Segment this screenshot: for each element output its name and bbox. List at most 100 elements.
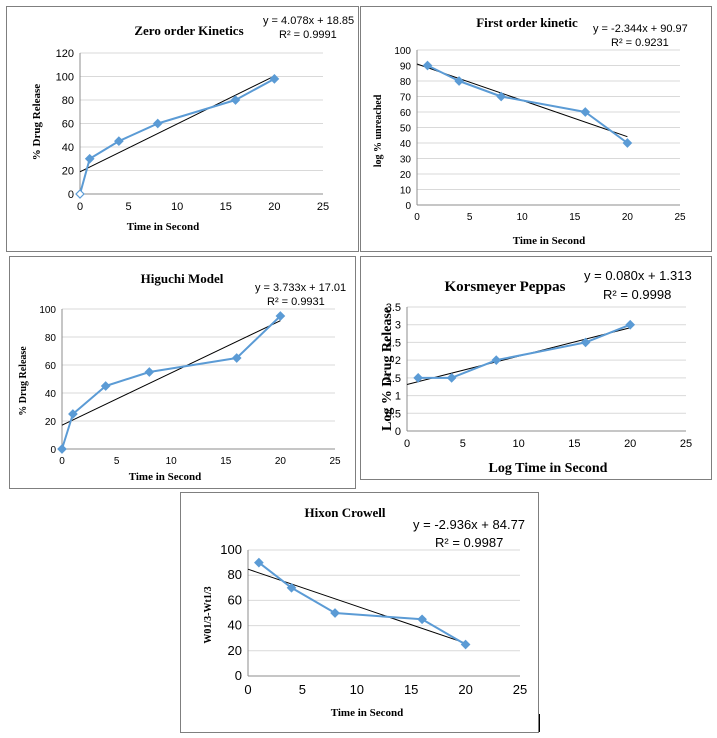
data-point (496, 91, 507, 102)
data-point (580, 107, 591, 117)
chart-title: Zero order Kinetics (134, 23, 243, 38)
x-tick-label: 15 (404, 682, 418, 697)
series-line (61, 315, 282, 450)
x-axis-label: Log Time in Second (489, 461, 608, 476)
chart-title: Korsmeyer Peppas (445, 279, 566, 295)
y-tick-label: 30 (400, 155, 412, 166)
zero-order-chart: Zero order Kinetics y = 4.078x + 18.85 R… (31, 15, 354, 233)
chart-title: Higuchi Model (141, 271, 224, 286)
x-axis-label: Time in Second (513, 235, 586, 247)
chart-title: Hixon Crowell (304, 505, 385, 520)
y-tick-label: 100 (220, 542, 242, 557)
x-tick-label: 15 (569, 212, 581, 223)
y-tick-label: 1.5 (386, 373, 401, 385)
y-tick-label: 60 (62, 119, 74, 131)
x-tick-label: 10 (171, 201, 183, 213)
trend-equation: y = -2.344x + 90.97 (593, 23, 688, 35)
x-axis-label: Time in Second (331, 707, 404, 719)
data-point (68, 409, 78, 419)
trend-r2: R² = 0.9998 (603, 287, 671, 302)
y-tick-label: 120 (56, 48, 74, 60)
data-point (144, 367, 155, 377)
x-tick-label: 0 (414, 212, 420, 223)
data-point (413, 373, 424, 383)
higuchi-chart-panel: Higuchi Model y = 3.733x + 17.01 R² = 0.… (9, 256, 356, 489)
x-axis-label: Time in Second (129, 471, 202, 483)
data-point (417, 614, 427, 625)
trendline (61, 320, 281, 426)
data-point (454, 76, 464, 86)
y-axis-label: W01/3-Wt1/3 (203, 586, 214, 643)
y-tick-label: 0 (395, 426, 401, 438)
data-point (269, 74, 280, 84)
data-point (286, 582, 297, 593)
y-tick-label: 40 (228, 618, 242, 633)
trend-equation: y = 4.078x + 18.85 (263, 15, 354, 27)
zero-order-chart-panel: Zero order Kinetics y = 4.078x + 18.85 R… (6, 6, 359, 252)
data-point (622, 138, 633, 148)
x-tick-label: 0 (59, 456, 65, 467)
x-tick-label: 10 (350, 682, 364, 697)
x-tick-label: 0 (244, 682, 251, 697)
x-tick-label: 10 (512, 438, 524, 450)
y-tick-label: 0 (235, 668, 242, 683)
trend-r2: R² = 0.9931 (267, 296, 325, 308)
y-tick-label: 80 (400, 77, 412, 88)
y-tick-label: 20 (400, 170, 412, 181)
plot-area: 0 20 40 60 80 100 0 5 10 15 20 25 (220, 542, 527, 697)
x-tick-label: 25 (513, 682, 527, 697)
data-point (152, 118, 163, 129)
trend-equation: y = 0.080x + 1.313 (584, 268, 692, 283)
y-tick-label: 0 (405, 201, 411, 212)
x-tick-label: 15 (220, 456, 232, 467)
x-tick-label: 5 (467, 212, 473, 223)
data-point (57, 444, 67, 454)
text-cursor-mark (539, 714, 540, 732)
y-tick-label: 0.5 (386, 408, 401, 420)
y-tick-label: 40 (45, 389, 57, 400)
y-tick-label: 50 (400, 124, 412, 135)
y-tick-label: 70 (400, 93, 412, 104)
x-tick-label: 0 (77, 201, 83, 213)
trend-equation: y = -2.936x + 84.77 (413, 517, 525, 532)
series-line (427, 64, 628, 144)
x-tick-label: 5 (114, 456, 120, 467)
y-tick-label: 60 (45, 361, 57, 372)
x-tick-label: 20 (268, 201, 280, 213)
data-point (231, 353, 242, 363)
plot-area: 0 0.5 1 1.5 2 2.5 3 3.5 0 5 10 15 20 25 (386, 302, 692, 450)
hixon-crowell-chart-panel: Hixon Crowell y = -2.936x + 84.77 R² = 0… (180, 492, 539, 733)
y-axis-label: % Drug Release (18, 346, 29, 416)
data-point (75, 189, 85, 199)
y-tick-label: 0 (50, 445, 56, 456)
trend-equation: y = 3.733x + 17.01 (255, 282, 346, 294)
hixon-crowell-chart: Hixon Crowell y = -2.936x + 84.77 R² = 0… (203, 505, 527, 719)
x-tick-label: 25 (674, 212, 686, 223)
y-axis-label: Log % Drug Release (380, 307, 395, 431)
trend-r2: R² = 0.9987 (435, 535, 503, 550)
data-point (580, 337, 591, 348)
korsmeyer-peppas-chart: Korsmeyer Peppas y = 0.080x + 1.313 R² =… (380, 268, 692, 476)
x-tick-label: 5 (299, 682, 306, 697)
y-tick-label: 60 (400, 108, 412, 119)
y-tick-label: 3.5 (386, 302, 401, 314)
y-tick-label: 80 (45, 333, 57, 344)
y-tick-label: 10 (400, 186, 412, 197)
data-point (84, 153, 95, 164)
korsmeyer-peppas-chart-panel: Korsmeyer Peppas y = 0.080x + 1.313 R² =… (360, 256, 712, 480)
data-point (491, 355, 502, 365)
higuchi-chart: Higuchi Model y = 3.733x + 17.01 R² = 0.… (18, 271, 346, 483)
x-tick-label: 10 (166, 456, 178, 467)
y-tick-label: 20 (62, 166, 74, 178)
y-tick-label: 90 (400, 62, 412, 73)
plot-area: 0 20 40 60 80 100 120 0 5 10 15 20 25 (56, 48, 329, 213)
y-axis-label: % Drug Release (31, 84, 43, 160)
data-point (230, 95, 241, 105)
x-tick-label: 20 (458, 682, 472, 697)
x-tick-label: 20 (275, 456, 287, 467)
x-tick-label: 0 (404, 438, 410, 450)
trendline (79, 75, 275, 173)
data-point (275, 311, 286, 321)
data-point (100, 381, 111, 391)
series-line (79, 77, 275, 195)
